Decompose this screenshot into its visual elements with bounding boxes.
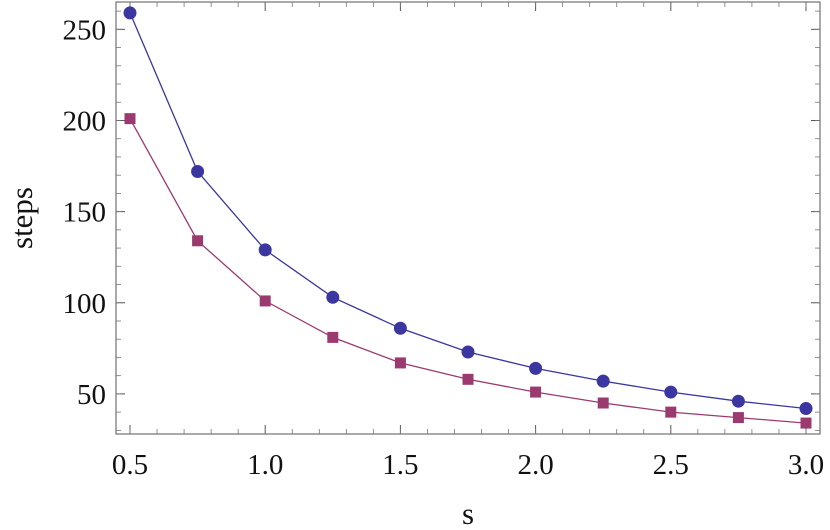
y-tick-label: 150 [63,197,107,229]
series-1-point [664,385,678,399]
y-tick-label: 250 [63,14,107,46]
series-1-point [596,374,610,388]
plot-frame [115,1,821,435]
x-axis-label: s [462,496,474,530]
series-1-point [191,165,205,179]
series-2-point [259,295,271,307]
series-2-point [665,406,677,418]
x-tick-label: 0.5 [112,449,148,481]
series-1-point [326,290,340,304]
series-2-point [124,113,136,125]
series-2-point [394,357,406,369]
x-tick-label: 3.0 [788,449,824,481]
series-2-point [800,417,812,429]
x-tick-label: 2.5 [653,449,689,481]
series-2-point [530,386,542,398]
series-1-point [731,394,745,408]
series-2-point [327,331,339,343]
series-1-point [258,243,272,257]
series-2-point [732,412,744,424]
y-axis-label: steps [4,187,39,249]
series-1-point [123,6,137,20]
x-tick-labels: 0.5 1.0 1.5 2.0 2.5 3.0 [112,449,824,481]
y-tick-label: 200 [63,105,107,137]
y-tick-labels: 50 100 150 200 250 [63,14,107,411]
series-lines [129,12,807,424]
axis-ticks [116,2,820,434]
series-2-point [462,373,474,385]
y-tick-label: 100 [63,288,107,320]
series-1-point [529,361,543,375]
y-tick-label: 50 [77,379,106,411]
series-1-point [393,321,407,335]
x-tick-label: 2.0 [517,449,553,481]
series-markers [123,6,813,429]
series-2-point [192,235,204,247]
x-tick-label: 1.0 [247,449,283,481]
series-2-point [597,397,609,409]
series-1-point [799,401,813,415]
x-tick-label: 1.5 [382,449,418,481]
series-1-point [461,345,475,359]
